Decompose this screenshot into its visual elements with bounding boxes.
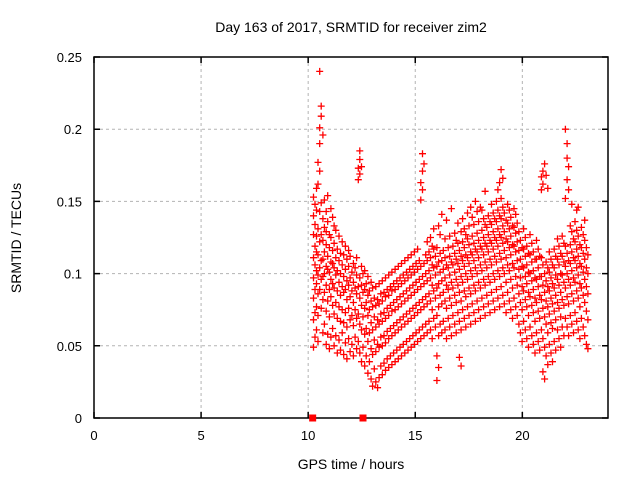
plot-border [93, 56, 609, 419]
svg-text:0.2: 0.2 [64, 122, 82, 137]
svg-text:0.1: 0.1 [64, 267, 82, 282]
x-axis-label: GPS time / hours [297, 456, 405, 472]
scatter-points [310, 67, 592, 392]
axis-ticks [93, 56, 608, 419]
chart-title: Day 163 of 2017, SRMTID for receiver zim… [215, 19, 487, 35]
grid-lines [94, 56, 608, 418]
svg-text:0: 0 [90, 428, 97, 443]
svg-text:5: 5 [197, 428, 204, 443]
svg-text:10: 10 [301, 428, 315, 443]
svg-text:20: 20 [515, 428, 529, 443]
svg-text:15: 15 [408, 428, 422, 443]
y-tick-labels: 0 0.05 0.1 0.15 0.2 0.25 [57, 50, 82, 426]
svg-text:0.05: 0.05 [57, 339, 82, 354]
svg-text:0: 0 [75, 411, 82, 426]
svg-text:0.25: 0.25 [57, 50, 82, 65]
flag-markers [309, 414, 367, 422]
x-tick-labels: 0 5 10 15 20 [90, 428, 529, 443]
svg-text:0.15: 0.15 [57, 194, 82, 209]
